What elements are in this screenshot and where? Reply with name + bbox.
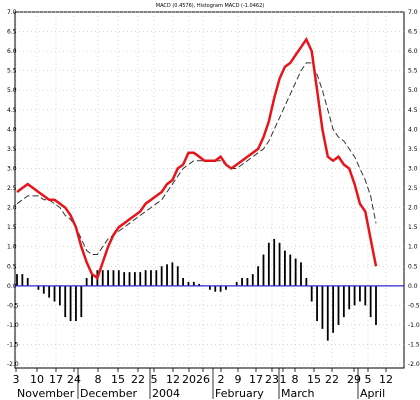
x-tick-label: 15	[111, 373, 125, 386]
y-tick-label-left: 7.0	[7, 9, 17, 16]
chart-title: MACD (0.4576), Histogram MACD (-1.0462)	[156, 3, 265, 9]
y-tick-label-left: 6.5	[7, 29, 17, 36]
month-label: November	[17, 387, 75, 400]
y-tick-label-right: -2.0	[408, 361, 420, 368]
x-tick-label: 29	[347, 373, 361, 386]
x-tick-label: 24	[67, 373, 81, 386]
y-tick-label-right: -1.5	[408, 342, 420, 349]
y-tick-label-right: 5.0	[408, 87, 418, 94]
x-tick-label: 15	[307, 373, 321, 386]
macd-line	[16, 36, 378, 281]
y-tick-label-right: 7.0	[408, 9, 418, 16]
y-tick-label-right: 0.5	[408, 263, 418, 270]
y-tick-label-left: -2.0	[7, 361, 19, 368]
y-axis-left: 7.0 6.5 6.0 5.5 5.0 4.5 4.0 3.5 3.0 2.5 2.0 1.5 1.0 0…	[7, 9, 19, 368]
grid	[15, 11, 404, 368]
x-tick-label: 5	[151, 373, 158, 386]
x-tick-label: 17	[49, 373, 63, 386]
y-tick-label-right: 0.0	[408, 283, 418, 290]
y-tick-label-right: -0.5	[408, 302, 420, 309]
x-tick-label: 20	[182, 373, 196, 386]
y-tick-label-right: 1.0	[408, 244, 418, 251]
y-tick-label-left: 4.5	[7, 107, 17, 114]
x-tick-label: 22	[131, 373, 145, 386]
y-tick-label-left: 5.5	[7, 68, 17, 75]
x-tick-label: 2	[218, 373, 225, 386]
y-tick-label-left: 2.5	[7, 185, 17, 192]
plot-frame	[14, 11, 405, 369]
x-tick-label: 12	[166, 373, 180, 386]
x-tick-label: 26	[196, 373, 210, 386]
y-tick-label-right: 4.0	[408, 126, 418, 133]
y-tick-label-left: 1.0	[7, 244, 17, 251]
y-tick-label-right: 3.5	[408, 146, 418, 153]
y-tick-label-right: 4.5	[408, 107, 418, 114]
x-tick-label: 23	[265, 373, 279, 386]
y-tick-label-right: -1.0	[408, 322, 420, 329]
x-tick-label: 8	[292, 373, 299, 386]
x-tick-label: 3	[13, 373, 20, 386]
y-tick-label-right: 1.5	[408, 224, 418, 231]
month-label: February	[215, 387, 264, 400]
y-tick-label-left: 6.0	[7, 48, 17, 55]
y-tick-label-right: 2.5	[408, 185, 418, 192]
y-tick-label-right: 6.0	[408, 48, 418, 55]
month-label: April	[360, 387, 385, 400]
y-tick-label-left: 5.0	[7, 87, 17, 94]
x-tick-label: 8	[95, 373, 102, 386]
x-tick-label: 17	[249, 373, 263, 386]
y-tick-label-right: 2.0	[408, 205, 418, 212]
y-tick-label-left: -1.5	[7, 342, 19, 349]
y-tick-label-right: 3.0	[408, 165, 418, 172]
signal-line	[16, 62, 377, 255]
x-axis: 3 10 17 24 8 15 22 5 12 20 26 2 9 17 23 1 8 15 22 29 5 12Nove…	[13, 368, 393, 400]
x-tick-label: 1	[280, 373, 287, 386]
x-tick-label: 5	[365, 373, 372, 386]
y-tick-label-left: 1.5	[7, 224, 17, 231]
y-tick-label-right: 6.5	[408, 29, 418, 36]
y-tick-label-left: 4.0	[7, 126, 17, 133]
histogram-bars	[16, 238, 377, 341]
y-tick-label-right: 5.5	[408, 68, 418, 75]
y-tick-label-left: 2.0	[7, 205, 17, 212]
month-label: December	[80, 387, 138, 400]
y-tick-label-left: 3.5	[7, 146, 17, 153]
x-tick-label: 10	[30, 373, 44, 386]
x-tick-label: 22	[325, 373, 339, 386]
y-axis-right: 7.0 6.5 6.0 5.5 5.0 4.5 4.0 3.5 3.0 2.5 2.0 1.5 1.0 0…	[408, 9, 420, 368]
month-label: 2004	[152, 387, 180, 400]
x-tick-label: 9	[235, 373, 242, 386]
y-tick-label-left: -1.0	[7, 322, 19, 329]
y-tick-label-left: 0.5	[7, 263, 17, 270]
month-label: March	[281, 387, 315, 400]
y-tick-label-left: -0.5	[7, 302, 19, 309]
x-tick-label: 12	[379, 373, 393, 386]
y-tick-label-left: 3.0	[7, 165, 17, 172]
y-tick-label-left: 0.0	[7, 283, 17, 290]
